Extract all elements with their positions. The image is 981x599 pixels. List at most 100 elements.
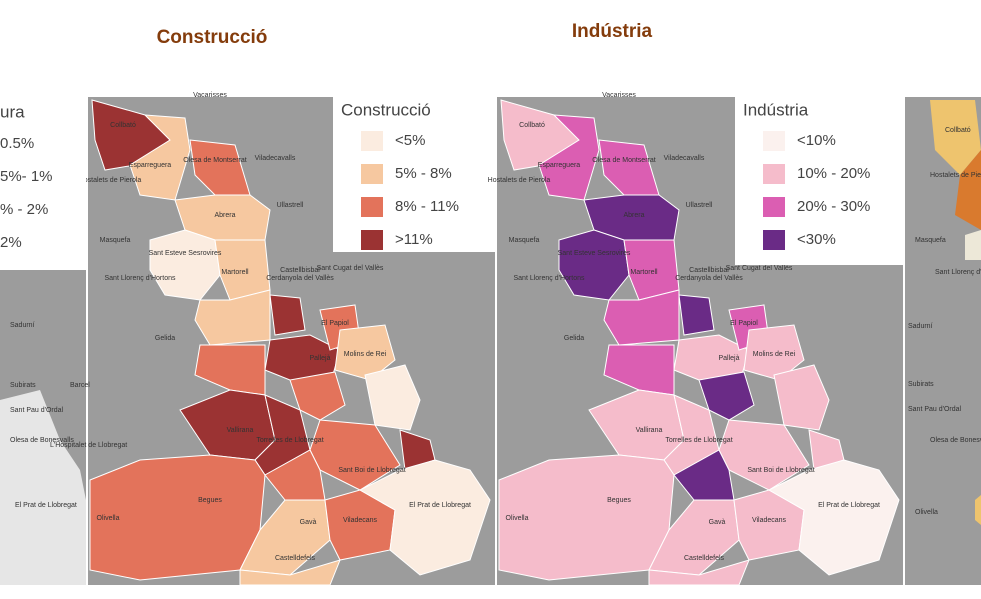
place-label: Castellbisbal	[689, 267, 729, 274]
place-label: Gavà	[300, 519, 317, 526]
municipality	[767, 459, 900, 576]
left-region	[0, 390, 86, 585]
place-label: Collbató	[110, 122, 136, 129]
legend-title: Indústria	[743, 100, 809, 119]
place-label: Vallirana	[227, 427, 254, 434]
legend-swatch	[763, 230, 785, 250]
place-label: Subirats	[10, 382, 36, 389]
municipality	[648, 559, 750, 586]
place-label: Olivella	[97, 515, 120, 522]
place-label: Esparreguera	[129, 162, 172, 169]
place-label: Olesa de Montserrat	[592, 157, 655, 164]
legend-swatch	[361, 164, 383, 184]
place-label: Masquefa	[915, 237, 946, 244]
legend-label: 5% - 8%	[395, 165, 452, 182]
legend-swatch	[763, 197, 785, 217]
place-label: Olesa de Bonesvalls	[930, 437, 981, 444]
place-label: Sadurní	[908, 323, 933, 330]
far-right-region	[930, 100, 981, 175]
place-label: Abrera	[214, 212, 235, 219]
legend-label: 8% - 11%	[395, 198, 459, 215]
place-label: L'Hospitalet de Llobregat	[50, 442, 127, 449]
legend-label: <30%	[797, 231, 836, 248]
place-label: Masquefa	[100, 237, 131, 244]
legend-box	[0, 97, 86, 270]
legend-box	[333, 97, 497, 252]
legend-label: 20% - 30%	[797, 198, 870, 215]
place-label: Collbató	[519, 122, 545, 129]
place-label: Esparreguera	[538, 162, 581, 169]
place-label: Gavà	[709, 519, 726, 526]
municipality	[269, 294, 306, 336]
municipality	[558, 229, 630, 301]
place-label: Hostalets de Pierola	[488, 177, 551, 184]
place-label: Olivella	[506, 515, 529, 522]
legend-label: <5%	[395, 132, 425, 149]
legend-title: Construcció	[341, 100, 431, 119]
far-right-region	[965, 230, 981, 260]
place-label: Sadurní	[10, 322, 35, 329]
place-label: Gelida	[564, 335, 584, 342]
place-label: El Papiol	[321, 320, 349, 327]
municipality	[358, 459, 491, 576]
place-label: Sant Boi de Llobregat	[338, 467, 405, 474]
place-label: El Prat de Llobregat	[409, 502, 471, 509]
place-label: Viladecavalls	[255, 155, 296, 162]
municipality	[673, 449, 735, 501]
place-label: Abrera	[623, 212, 644, 219]
place-label: Sant Cugat del Vallès	[726, 265, 793, 272]
municipality	[743, 324, 805, 381]
municipality	[773, 364, 830, 431]
municipality	[89, 454, 266, 581]
place-label: Olesa de Montserrat	[183, 157, 246, 164]
place-label: Masquefa	[509, 237, 540, 244]
place-label: Pallejà	[718, 355, 739, 362]
place-label: Ullastrell	[277, 202, 304, 209]
municipality	[334, 324, 396, 381]
municipality	[289, 371, 346, 421]
place-label: Molins de Rei	[753, 351, 796, 358]
municipality	[678, 294, 715, 336]
municipality	[538, 114, 600, 201]
place-label: Begues	[198, 497, 222, 504]
place-label: Castelldefels	[275, 555, 316, 562]
municipality	[239, 559, 341, 586]
place-label: Sant Pau d'Ordal	[908, 406, 962, 413]
legend-swatch	[763, 164, 785, 184]
legend-label: % - 2%	[0, 201, 48, 218]
place-label: El Prat de Llobregat	[15, 502, 77, 509]
place-label: Viladecans	[752, 517, 787, 524]
place-label: Viladecans	[343, 517, 378, 524]
place-label: Molins de Rei	[344, 351, 387, 358]
panel-title: Indústria	[572, 21, 653, 42]
place-label: Hostalets de Pierola	[79, 177, 142, 184]
far-right-region	[975, 495, 981, 525]
panel-title: Construcció	[157, 27, 268, 48]
legend-swatch	[361, 131, 383, 151]
place-label: Sant Llorenç d'Hortons	[105, 275, 176, 282]
municipality	[498, 454, 675, 581]
municipality	[129, 114, 191, 201]
place-label: Hostalets de Pierola	[930, 172, 981, 179]
place-label: Sant Cugat del Vallès	[317, 265, 384, 272]
place-label: Vacarisses	[602, 92, 636, 99]
municipality	[364, 364, 421, 431]
place-label: Viladecavalls	[664, 155, 705, 162]
legend-title: ura	[0, 102, 25, 121]
place-label: Cerdanyola del Vallès	[675, 275, 743, 282]
municipality	[264, 449, 326, 501]
place-label: Sant Esteve Sesrovires	[558, 250, 631, 257]
place-label: Barcel	[70, 382, 90, 389]
legend-swatch	[361, 197, 383, 217]
place-label: Martorell	[630, 269, 658, 276]
legend-label: >11%	[395, 231, 433, 248]
place-label: Subirats	[908, 381, 934, 388]
place-label: Sant Boi de Llobregat	[747, 467, 814, 474]
place-label: El Prat de Llobregat	[818, 502, 880, 509]
legend-label: 0.5%	[0, 135, 34, 152]
legend-label: 2%	[0, 234, 22, 251]
place-label: Castellbisbal	[280, 267, 320, 274]
legend-label: 5%- 1%	[0, 168, 53, 185]
legend-label: <10%	[797, 132, 836, 149]
